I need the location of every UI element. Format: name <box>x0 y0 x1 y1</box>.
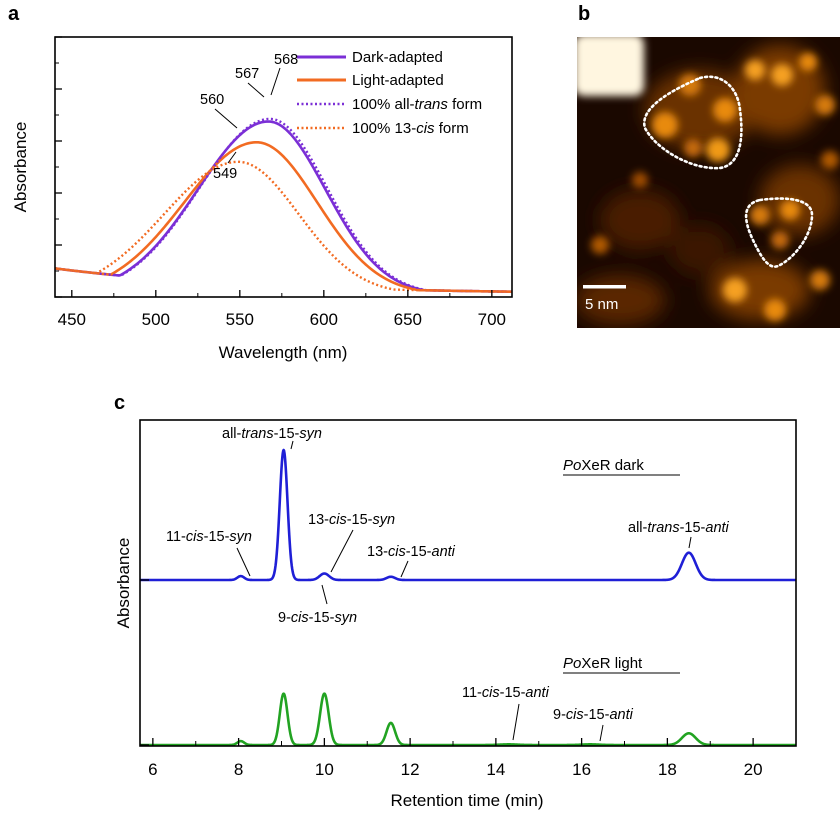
peak-leader-560 <box>214 108 238 129</box>
molecule-outline-2 <box>744 197 814 268</box>
annot-all-trans-15-anti: all-trans-15-anti <box>628 520 730 536</box>
scale-bar-label: 5 nm <box>585 296 618 313</box>
x-tick-label-c: 16 <box>572 760 591 779</box>
peak-leader-549 <box>227 151 237 164</box>
spectrum-line-1 <box>55 140 512 293</box>
afm-saturated-region <box>577 37 644 96</box>
chromatogram-line-1 <box>140 692 796 746</box>
plot-frame-c <box>139 419 797 747</box>
afm-bright-features <box>591 53 839 321</box>
x-tick-label-a: 450 <box>58 310 86 329</box>
leader-9-cis-15-syn <box>321 584 328 605</box>
annot-9-cis-15-anti: 9-cis-15-anti <box>553 707 634 723</box>
x-tick-label-a: 550 <box>226 310 254 329</box>
x-axis-title-a: Wavelength (nm) <box>219 343 348 362</box>
legend-label-13-cis: 100% 13-cis form <box>352 120 469 137</box>
y-axis-title-c: Absorbance <box>114 538 133 629</box>
peak-label-568: 568 <box>274 52 298 68</box>
x-tick-label-c: 20 <box>744 760 763 779</box>
legend-label-light-adapted: Light-adapted <box>352 72 444 89</box>
spectrum-line-3 <box>55 160 512 293</box>
leader-11-cis-15-syn <box>236 547 251 577</box>
annot-13-cis-15-syn: 13-cis-15-syn <box>308 512 395 528</box>
annot-all-trans-15-syn: all-trans-15-syn <box>222 426 322 442</box>
molecule-outline-1 <box>642 75 743 170</box>
leader-11-cis-15-anti <box>512 703 520 741</box>
absorption-spectrum-chart: 450 500 550 600 650 700 Wavelength (nm) Absor… <box>11 36 513 362</box>
scale-bar <box>583 285 626 289</box>
legend-label-dark-adapted: Dark-adapted <box>352 49 443 66</box>
y-axis-ticks-a <box>55 36 62 298</box>
peak-label-567: 567 <box>235 66 259 82</box>
peak-leader-567 <box>247 82 265 98</box>
peak-label-560: 560 <box>200 92 224 108</box>
leader-all-trans-15-syn <box>290 440 294 450</box>
leader-9-cis-15-anti <box>599 724 604 742</box>
afm-image: 5 nm <box>577 37 840 328</box>
spectrum-curves <box>55 117 512 293</box>
x-tick-label-a: 500 <box>142 310 170 329</box>
x-axis-ticks-a: 450 500 550 600 650 700 <box>58 290 506 329</box>
x-axis-ticks-c: 6 8 10 12 14 16 18 20 <box>148 738 763 779</box>
annot-11-cis-15-anti: 11-cis-15-anti <box>462 685 550 701</box>
leader-13-cis-15-anti <box>400 560 409 578</box>
x-tick-label-a: 600 <box>310 310 338 329</box>
trace-label-dark: PoXeR dark <box>563 457 644 474</box>
leader-13-cis-15-syn <box>330 529 354 573</box>
leader-all-trans-15-anti <box>688 536 692 549</box>
legend-a: Dark-adapted Light-adapted 100% all-tran… <box>297 49 482 137</box>
chromatogram-line-0 <box>140 448 796 582</box>
trace-label-light: PoXeR light <box>563 655 643 672</box>
x-tick-label-a: 700 <box>478 310 506 329</box>
x-tick-label-c: 12 <box>401 760 420 779</box>
x-tick-label-c: 8 <box>234 760 243 779</box>
x-tick-label-c: 14 <box>486 760 505 779</box>
x-axis-title-c: Retention time (min) <box>390 791 543 810</box>
annot-13-cis-15-anti: 13-cis-15-anti <box>367 544 456 560</box>
x-tick-label-a: 650 <box>394 310 422 329</box>
panel-letter-a: a <box>8 3 20 25</box>
chromatogram-traces <box>140 448 796 746</box>
annot-11-cis-15-syn: 11-cis-15-syn <box>166 529 252 545</box>
x-tick-label-c: 10 <box>315 760 334 779</box>
panel-letter-c: c <box>114 392 125 414</box>
x-tick-label-c: 6 <box>148 760 157 779</box>
hplc-chromatogram-chart: 6 8 10 12 14 16 18 20 Retention time (min) Abso… <box>114 419 797 810</box>
peak-label-549: 549 <box>213 166 237 182</box>
y-axis-title-a: Absorbance <box>11 122 30 213</box>
legend-label-all-trans: 100% all-trans form <box>352 96 482 113</box>
peak-leader-568 <box>270 67 281 96</box>
panel-letter-b: b <box>578 3 590 25</box>
annot-9-cis-15-syn: 9-cis-15-syn <box>278 610 357 626</box>
x-tick-label-c: 18 <box>658 760 677 779</box>
